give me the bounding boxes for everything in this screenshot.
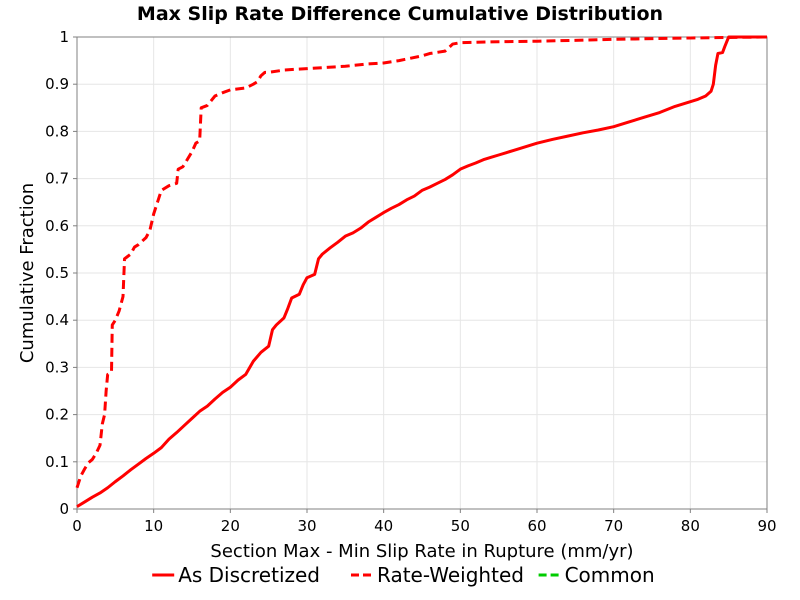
x-tick-label: 70 xyxy=(604,517,623,535)
legend-label: Rate-Weighted xyxy=(377,563,524,587)
y-tick-label: 0.5 xyxy=(45,264,69,282)
grid xyxy=(76,36,768,510)
series-layer xyxy=(75,35,768,508)
x-tick-label: 40 xyxy=(374,517,393,535)
legend-item: Common xyxy=(538,563,655,587)
y-tick-label: 0.2 xyxy=(45,406,69,424)
x-tick-label: 10 xyxy=(144,517,163,535)
y-tick-label: 0 xyxy=(59,500,69,518)
legend-item: As Discretized xyxy=(152,563,320,587)
x-tick-label: 0 xyxy=(72,517,82,535)
y-tick-label: 1 xyxy=(59,28,69,46)
x-tick-label: 30 xyxy=(297,517,316,535)
y-axis-ticks: 0 0.1 0.2 0.3 0.4 0.5 0.6 0.7 0.8 0.9 1 xyxy=(45,28,77,518)
x-tick-label: 80 xyxy=(681,517,700,535)
y-axis-label: Cumulative Fraction xyxy=(17,183,38,363)
y-tick-label: 0.3 xyxy=(45,358,69,376)
legend-label: As Discretized xyxy=(178,563,320,587)
x-tick-label: 50 xyxy=(451,517,470,535)
legend-label: Common xyxy=(565,563,655,587)
series-line-as-discretized xyxy=(76,35,767,508)
series-line-rate-weighted xyxy=(75,35,768,489)
chart-title: Max Slip Rate Difference Cumulative Dist… xyxy=(137,3,663,25)
x-tick-label: 60 xyxy=(527,517,546,535)
y-tick-label: 0.9 xyxy=(45,75,69,93)
y-tick-label: 0.8 xyxy=(45,122,69,140)
y-tick-label: 0.6 xyxy=(45,217,69,235)
legend: As Discretized Rate-Weighted Common xyxy=(152,563,655,587)
x-tick-label: 90 xyxy=(757,517,776,535)
x-axis-ticks: 0 10 20 30 40 50 60 70 80 90 xyxy=(72,509,777,535)
y-tick-label: 0.4 xyxy=(45,311,69,329)
legend-item: Rate-Weighted xyxy=(351,563,524,587)
x-axis-label: Section Max - Min Slip Rate in Rupture (… xyxy=(210,541,633,562)
x-tick-label: 20 xyxy=(221,517,240,535)
y-tick-label: 0.1 xyxy=(45,453,69,471)
y-tick-label: 0.7 xyxy=(45,170,69,188)
